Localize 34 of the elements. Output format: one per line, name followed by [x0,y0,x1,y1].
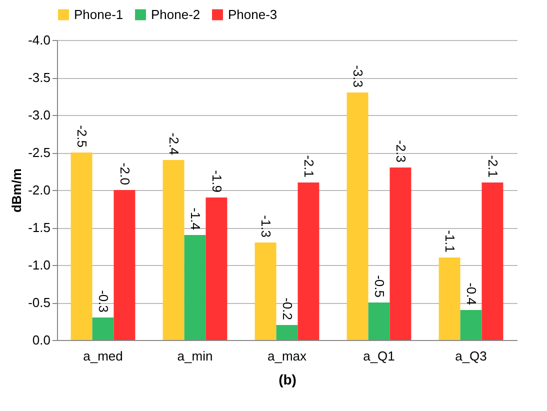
legend-label: Phone-1 [74,6,124,22]
y-tick-label: -4.0 [28,32,50,48]
data-label: -1.3 [258,215,274,238]
y-tick-label: -2.5 [28,145,50,160]
data-label: -0.4 [464,282,479,305]
data-label: -2.3 [393,140,408,162]
data-label: -0.5 [372,275,387,298]
y-tick-label: -2.0 [28,182,50,198]
data-label: -0.2 [280,298,295,320]
y-tick-label: -1.0 [28,258,50,272]
data-label: -2.4 [166,132,182,155]
x-tick-label: a_min [177,348,213,364]
data-label: -1.9 [209,170,224,192]
x-tick-label: a_Q3 [455,348,487,364]
data-label: -2.1 [301,155,316,178]
data-label: -2.5 [74,125,90,148]
x-tick-label: a_Q1 [363,348,395,364]
y-tick-label: -1.5 [28,220,50,235]
y-axis-title: dBm/m [9,168,24,213]
x-tick-label: a_med [83,348,123,364]
x-axis-title: (b) [278,372,296,388]
x-tick-label: a_max [267,348,308,364]
y-tick-label: -3.5 [28,70,50,85]
data-label: -1.4 [188,208,203,230]
data-label: -2.0 [117,162,132,185]
legend-label: Phone-3 [228,6,278,22]
data-label: -2.1 [485,155,500,178]
data-label: -1.1 [442,230,458,252]
y-tick-label: -0.5 [28,295,50,310]
legend-label: Phone-2 [151,6,200,22]
data-label: -3.3 [350,65,366,88]
y-tick-label: 0.0 [32,332,50,348]
y-tick-label: -3.0 [28,108,50,122]
data-label: -0.3 [96,290,111,312]
